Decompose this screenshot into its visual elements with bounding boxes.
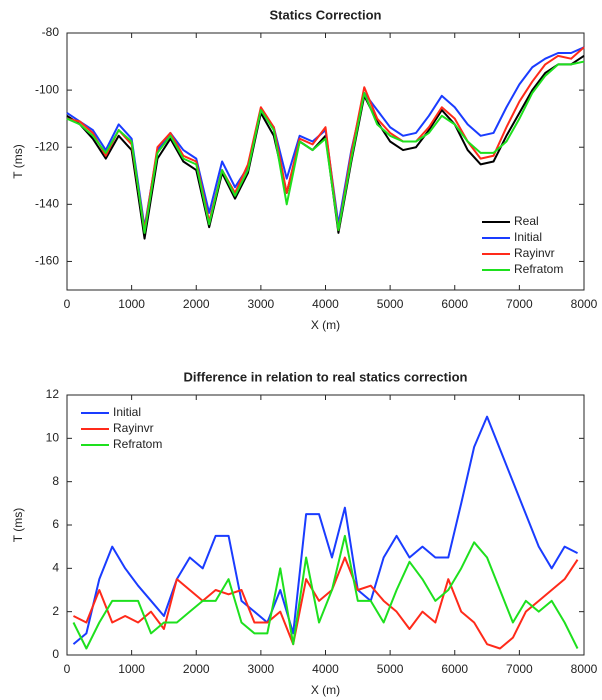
x-tick-label: 4000 bbox=[312, 297, 339, 311]
y-tick-label: -80 bbox=[42, 25, 60, 39]
y-tick-label: -120 bbox=[35, 139, 59, 153]
legend-label: Initial bbox=[514, 230, 542, 244]
y-tick-label: 10 bbox=[46, 431, 60, 445]
chart-title: Difference in relation to real statics c… bbox=[184, 369, 468, 384]
x-tick-label: 3000 bbox=[248, 662, 275, 676]
legend-label: Rayinvr bbox=[514, 246, 555, 260]
legend-label: Rayinvr bbox=[113, 421, 154, 435]
x-tick-label: 6000 bbox=[441, 662, 468, 676]
x-tick-label: 7000 bbox=[506, 297, 533, 311]
x-tick-label: 0 bbox=[64, 662, 71, 676]
series-line bbox=[72, 415, 578, 645]
y-tick-label: 8 bbox=[52, 474, 59, 488]
x-tick-label: 7000 bbox=[506, 662, 533, 676]
x-axis-label: X (m) bbox=[311, 683, 340, 697]
legend-label: Refratom bbox=[514, 262, 563, 276]
x-tick-label: 8000 bbox=[571, 662, 598, 676]
y-axis-label: T (ms) bbox=[11, 508, 25, 542]
series-line bbox=[72, 534, 579, 650]
y-tick-label: 12 bbox=[46, 387, 60, 401]
y-tick-label: 0 bbox=[52, 647, 59, 661]
x-axis-label: X (m) bbox=[311, 318, 340, 332]
x-tick-label: 0 bbox=[64, 297, 71, 311]
legend-label: Refratom bbox=[113, 437, 162, 451]
y-tick-label: 4 bbox=[52, 561, 59, 575]
series-line bbox=[73, 556, 579, 650]
series-line bbox=[66, 60, 585, 234]
x-tick-label: 2000 bbox=[183, 297, 210, 311]
y-tick-label: -100 bbox=[35, 82, 59, 96]
x-tick-label: 5000 bbox=[377, 662, 404, 676]
x-tick-label: 3000 bbox=[248, 297, 275, 311]
x-tick-label: 1000 bbox=[118, 297, 145, 311]
legend-label: Initial bbox=[113, 405, 141, 419]
x-tick-label: 5000 bbox=[377, 297, 404, 311]
x-tick-label: 2000 bbox=[183, 662, 210, 676]
x-tick-label: 1000 bbox=[118, 662, 145, 676]
y-axis-label: T (ms) bbox=[11, 144, 25, 178]
y-tick-label: -140 bbox=[35, 197, 59, 211]
y-tick-label: -160 bbox=[35, 254, 59, 268]
legend-label: Real bbox=[514, 214, 539, 228]
x-tick-label: 8000 bbox=[571, 297, 598, 311]
x-tick-label: 6000 bbox=[441, 297, 468, 311]
x-tick-label: 4000 bbox=[312, 662, 339, 676]
chart-title: Statics Correction bbox=[270, 7, 382, 22]
y-tick-label: 2 bbox=[52, 604, 59, 618]
y-tick-label: 6 bbox=[52, 517, 59, 531]
